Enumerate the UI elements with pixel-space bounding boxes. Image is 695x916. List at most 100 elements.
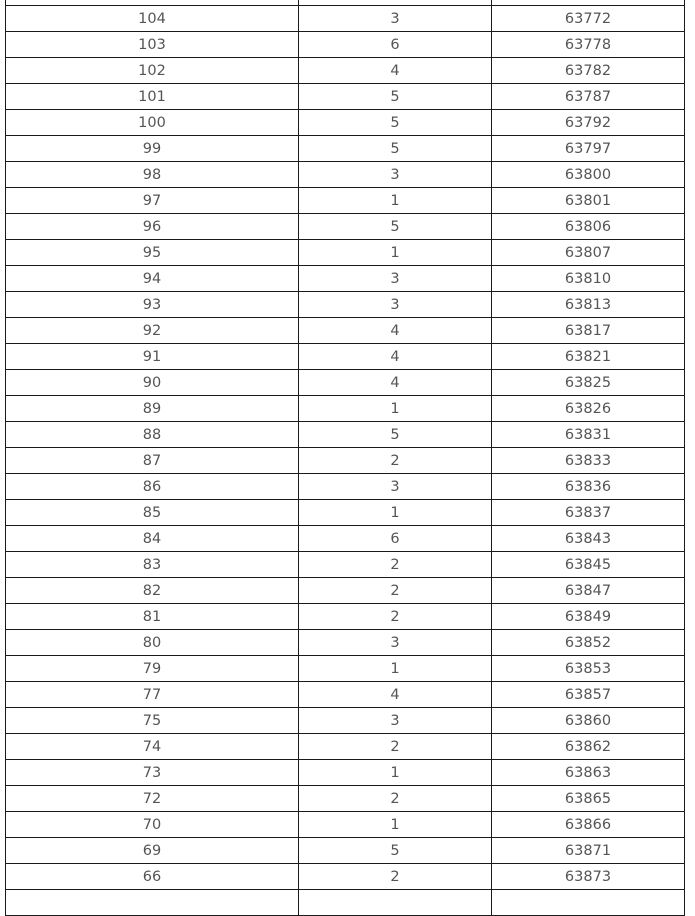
total-cell: 63862: [491, 733, 685, 760]
count-cell: 1: [298, 811, 492, 838]
total-cell: 63806: [491, 213, 685, 240]
count-cell: 1: [298, 239, 492, 266]
id-cell: 87: [5, 447, 299, 474]
table-row: 89 1 63826: [5, 395, 685, 422]
id-cell: 66: [5, 863, 299, 890]
count-cell: 3: [298, 473, 492, 500]
count-cell: 3: [298, 161, 492, 188]
total-cell: 63801: [491, 187, 685, 214]
table-row: 70 1 63866: [5, 811, 685, 838]
total-cell: 63845: [491, 551, 685, 578]
count-cell: 5: [298, 83, 492, 110]
table-row: 83 2 63845: [5, 551, 685, 578]
table-row: 80 3 63852: [5, 629, 685, 656]
id-cell: 82: [5, 577, 299, 604]
total-cell: 63831: [491, 421, 685, 448]
count-cell: 3: [298, 291, 492, 318]
table-row: 101 5 63787: [5, 83, 685, 110]
id-cell: 93: [5, 291, 299, 318]
total-cell: 63843: [491, 525, 685, 552]
count-cell: 5: [298, 213, 492, 240]
id-cell: [5, 889, 299, 916]
count-cell: 4: [298, 369, 492, 396]
id-cell: 89: [5, 395, 299, 422]
total-cell: 63837: [491, 499, 685, 526]
table-row: 93 3 63813: [5, 291, 685, 318]
table-row: 95 1 63807: [5, 239, 685, 266]
id-cell: 88: [5, 421, 299, 448]
total-cell: 63782: [491, 57, 685, 84]
total-cell: 63800: [491, 161, 685, 188]
count-cell: 4: [298, 317, 492, 344]
table-row: 77 4 63857: [5, 681, 685, 708]
table-row: 102 4 63782: [5, 57, 685, 84]
id-cell: 80: [5, 629, 299, 656]
id-cell: 95: [5, 239, 299, 266]
count-cell: 1: [298, 187, 492, 214]
id-cell: 97: [5, 187, 299, 214]
total-cell: 63826: [491, 395, 685, 422]
id-cell: 101: [5, 83, 299, 110]
table-row: 103 6 63778: [5, 31, 685, 58]
total-cell: 63817: [491, 317, 685, 344]
id-cell: 83: [5, 551, 299, 578]
id-cell: 104: [5, 5, 299, 32]
count-cell: 4: [298, 57, 492, 84]
count-cell: 5: [298, 109, 492, 136]
total-cell: 63871: [491, 837, 685, 864]
count-cell: 2: [298, 551, 492, 578]
total-cell: 63797: [491, 135, 685, 162]
table-row: 75 3 63860: [5, 707, 685, 734]
total-cell: 63792: [491, 109, 685, 136]
table-row: 73 1 63863: [5, 759, 685, 786]
count-cell: 2: [298, 603, 492, 630]
table-row: [5, 889, 685, 916]
table-row: 79 1 63853: [5, 655, 685, 682]
total-cell: 63866: [491, 811, 685, 838]
table-row: 81 2 63849: [5, 603, 685, 630]
total-cell: 63863: [491, 759, 685, 786]
table-row: 98 3 63800: [5, 161, 685, 188]
id-cell: 100: [5, 109, 299, 136]
total-cell: 63852: [491, 629, 685, 656]
count-cell: 1: [298, 395, 492, 422]
count-cell: 5: [298, 135, 492, 162]
total-cell: 63807: [491, 239, 685, 266]
table-row: 72 2 63865: [5, 785, 685, 812]
table-row: 100 5 63792: [5, 109, 685, 136]
total-cell: 63865: [491, 785, 685, 812]
count-cell: [298, 889, 492, 916]
total-cell: 63825: [491, 369, 685, 396]
id-cell: 98: [5, 161, 299, 188]
total-cell: 63860: [491, 707, 685, 734]
table-row: 96 5 63806: [5, 213, 685, 240]
total-cell: 63847: [491, 577, 685, 604]
data-table: 104 3 63772 103 6 63778 102 4 63782 101 5 63787 100 5…: [5, 0, 685, 916]
id-cell: 90: [5, 369, 299, 396]
table-row: 86 3 63836: [5, 473, 685, 500]
count-cell: 4: [298, 681, 492, 708]
count-cell: 1: [298, 759, 492, 786]
count-cell: 3: [298, 629, 492, 656]
total-cell: 63857: [491, 681, 685, 708]
id-cell: 84: [5, 525, 299, 552]
total-cell: 63853: [491, 655, 685, 682]
total-cell: 63778: [491, 31, 685, 58]
table-row: 66 2 63873: [5, 863, 685, 890]
id-cell: 70: [5, 811, 299, 838]
table-row: 74 2 63862: [5, 733, 685, 760]
id-cell: 74: [5, 733, 299, 760]
table-row: 88 5 63831: [5, 421, 685, 448]
id-cell: 73: [5, 759, 299, 786]
total-cell: 63787: [491, 83, 685, 110]
id-cell: 69: [5, 837, 299, 864]
count-cell: 2: [298, 447, 492, 474]
id-cell: 94: [5, 265, 299, 292]
table-row: 90 4 63825: [5, 369, 685, 396]
count-cell: 2: [298, 733, 492, 760]
table-row: 84 6 63843: [5, 525, 685, 552]
table-row: 91 4 63821: [5, 343, 685, 370]
total-cell: 63873: [491, 863, 685, 890]
count-cell: 6: [298, 525, 492, 552]
total-cell: [491, 889, 685, 916]
